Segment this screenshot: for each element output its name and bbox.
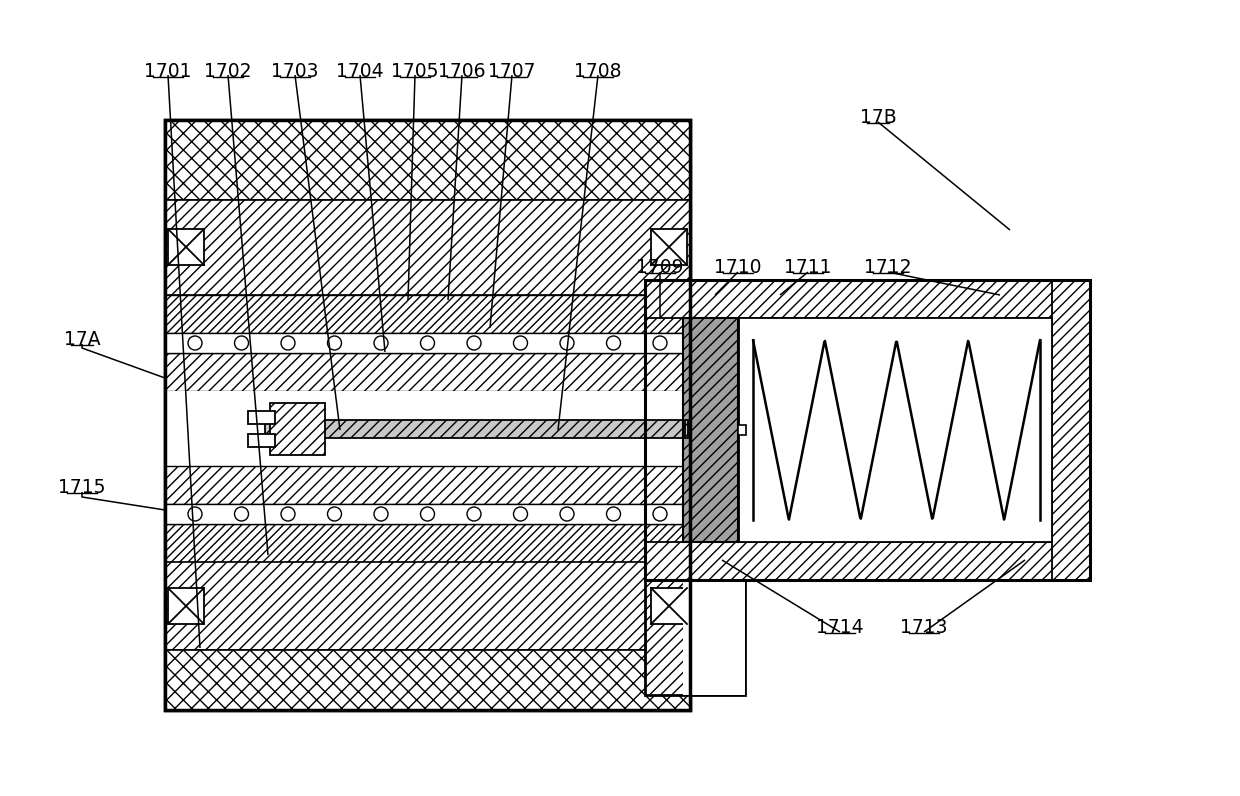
Bar	[165, 120, 689, 200]
Circle shape	[374, 507, 388, 521]
Circle shape	[420, 336, 434, 350]
Circle shape	[281, 336, 295, 350]
Bar	[165, 650, 689, 710]
Bar	[167, 229, 205, 265]
Circle shape	[606, 507, 620, 521]
Text: 1703: 1703	[272, 62, 319, 81]
Bar	[739, 318, 1052, 542]
Circle shape	[513, 507, 527, 521]
Text: 17B: 17B	[859, 108, 897, 127]
Circle shape	[653, 507, 667, 521]
Bar	[165, 562, 689, 650]
Bar	[165, 120, 689, 710]
Bar	[645, 280, 1090, 580]
Text: 17A: 17A	[63, 330, 100, 349]
Bar	[165, 391, 689, 466]
Bar	[651, 588, 687, 624]
Circle shape	[327, 336, 341, 350]
Circle shape	[234, 507, 248, 521]
Circle shape	[188, 336, 202, 350]
Text: 1704: 1704	[336, 62, 384, 81]
Text: 1705: 1705	[392, 62, 439, 81]
Circle shape	[281, 507, 295, 521]
Bar	[165, 333, 689, 353]
Bar	[270, 403, 325, 455]
Bar	[167, 588, 205, 624]
Circle shape	[327, 507, 341, 521]
Text: 1707: 1707	[489, 62, 536, 81]
Text: 1714: 1714	[816, 618, 864, 637]
Circle shape	[653, 336, 667, 350]
Bar	[738, 425, 746, 435]
Text: 1709: 1709	[636, 258, 683, 277]
Circle shape	[234, 336, 248, 350]
Circle shape	[467, 336, 481, 350]
Bar	[683, 318, 738, 542]
Circle shape	[560, 336, 574, 350]
Bar	[645, 280, 1090, 318]
Bar	[165, 524, 689, 562]
Bar	[1052, 280, 1090, 580]
Circle shape	[513, 336, 527, 350]
Circle shape	[374, 336, 388, 350]
Circle shape	[188, 507, 202, 521]
Circle shape	[606, 336, 620, 350]
Bar	[248, 434, 275, 447]
Bar	[165, 295, 689, 333]
Bar	[265, 419, 689, 438]
Bar	[165, 200, 689, 295]
Text: 1706: 1706	[438, 62, 486, 81]
Text: 1708: 1708	[574, 62, 621, 81]
Text: 1715: 1715	[58, 478, 105, 497]
Text: 1701: 1701	[144, 62, 192, 81]
Circle shape	[467, 507, 481, 521]
Bar	[165, 353, 689, 391]
Text: 1712: 1712	[864, 258, 911, 277]
Bar	[645, 542, 1090, 580]
Bar	[248, 411, 275, 423]
Circle shape	[560, 507, 574, 521]
Bar	[645, 580, 745, 695]
Text: 1711: 1711	[784, 258, 832, 277]
Bar	[165, 120, 689, 710]
Bar	[651, 229, 687, 265]
Circle shape	[420, 507, 434, 521]
Bar	[683, 580, 745, 695]
Bar	[684, 419, 688, 438]
Bar	[165, 504, 689, 524]
Text: 1710: 1710	[714, 258, 761, 277]
Bar	[165, 466, 689, 504]
Text: 1702: 1702	[205, 62, 252, 81]
Text: 1713: 1713	[900, 618, 947, 637]
